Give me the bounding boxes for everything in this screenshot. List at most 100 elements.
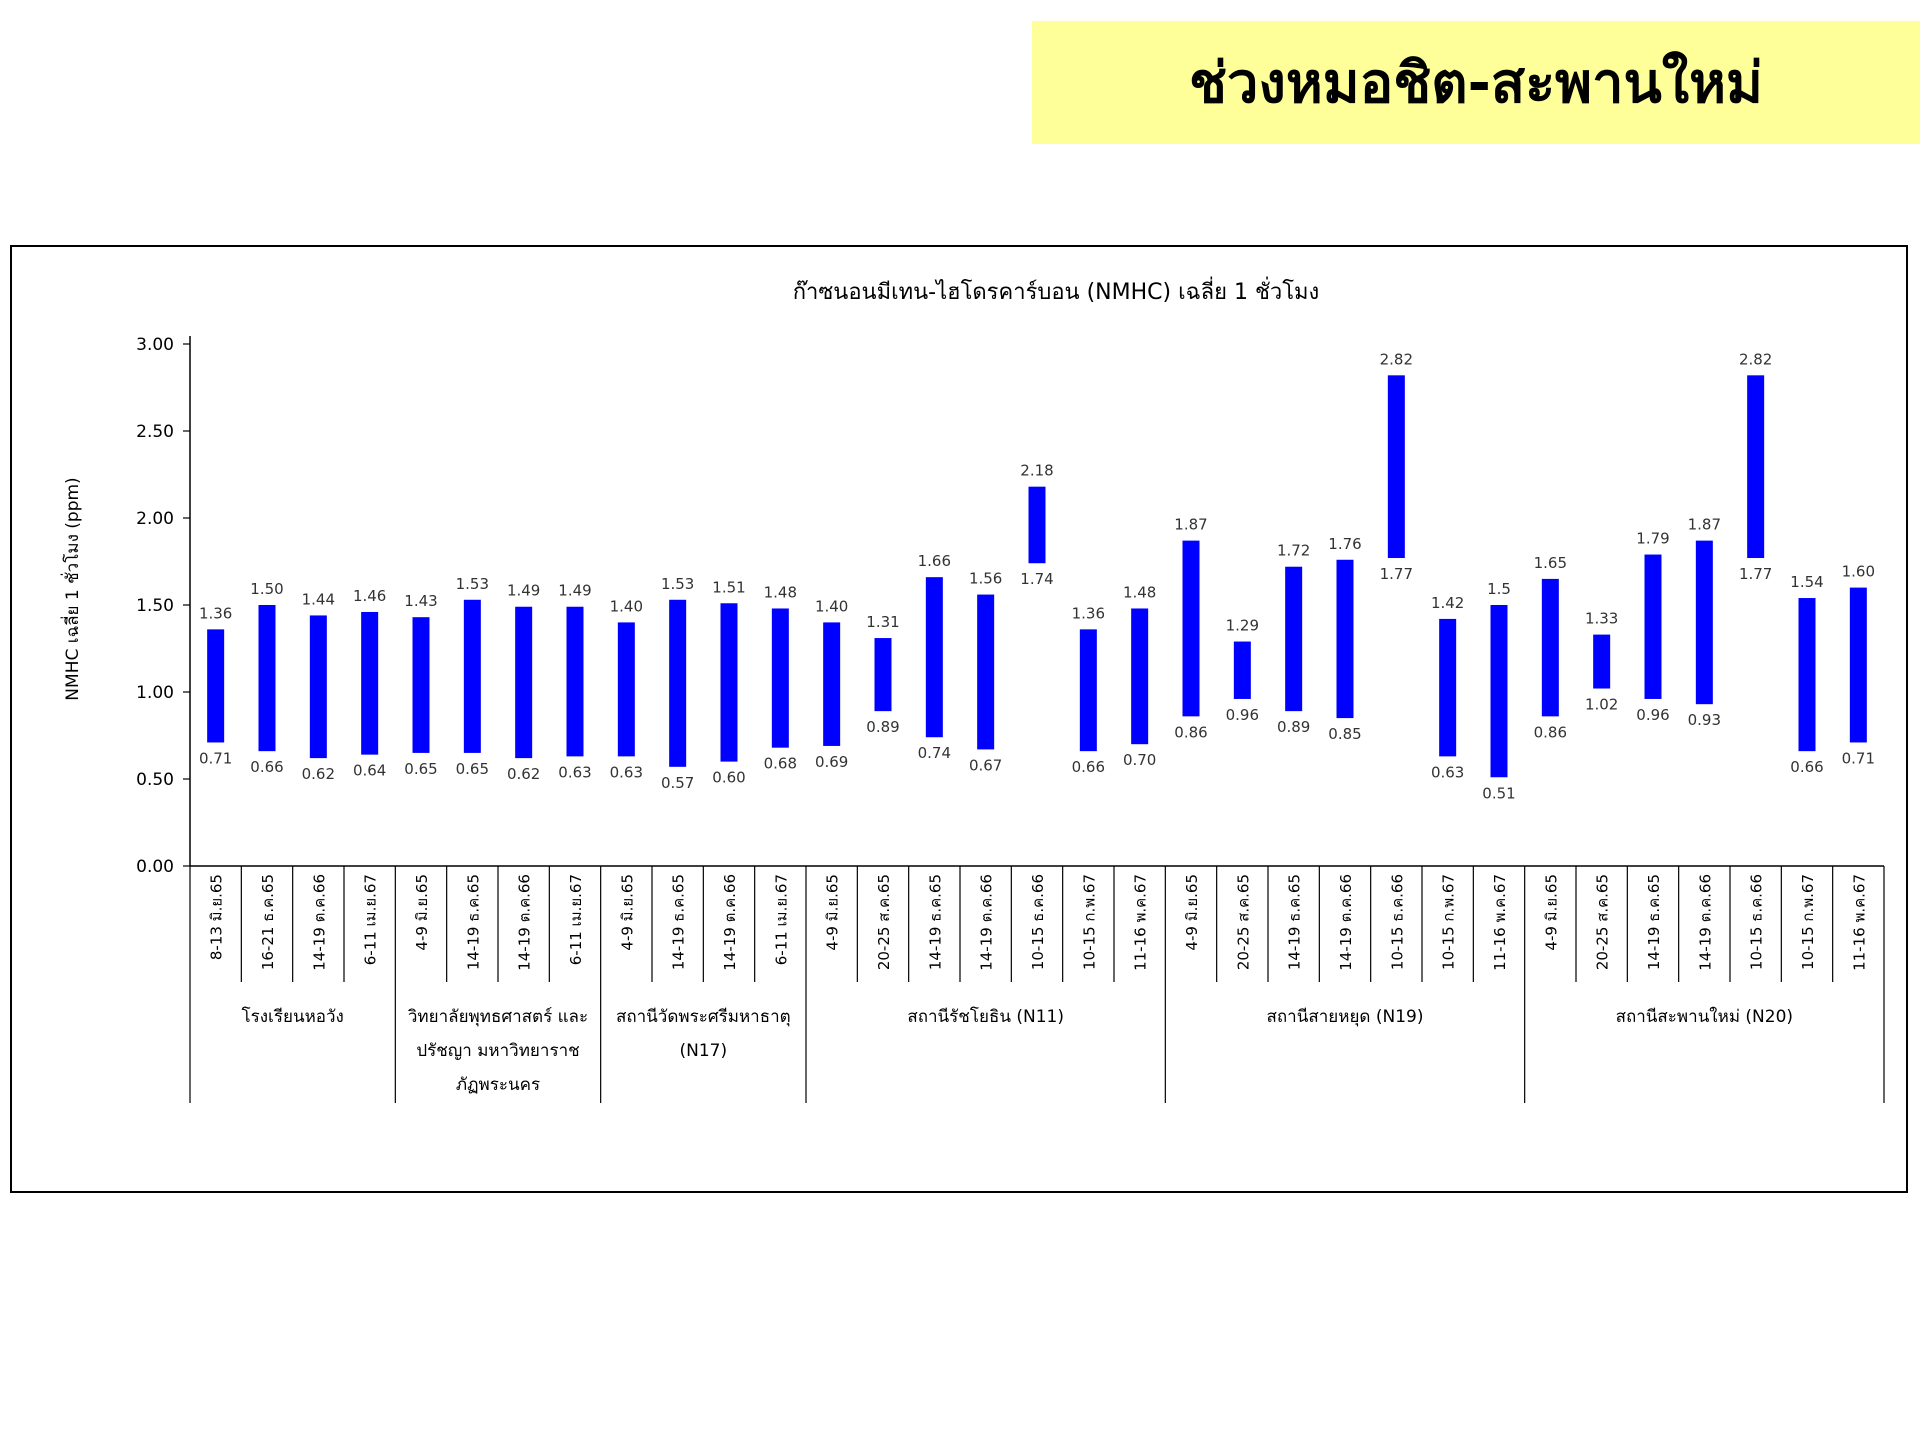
x-tick-label: 6-11 เม.ย.67 [772, 874, 790, 965]
high-value-label: 1.87 [1174, 516, 1207, 534]
range-bar [977, 594, 995, 750]
low-value-label: 0.74 [918, 744, 951, 762]
low-value-label: 0.65 [404, 760, 437, 778]
range-bar [1285, 566, 1303, 712]
range-bar [771, 608, 789, 748]
low-value-label: 0.96 [1226, 706, 1259, 724]
range-bar [207, 629, 225, 743]
range-bar [361, 611, 379, 755]
x-tick-label: 14-19 ต.ค.66 [721, 874, 739, 971]
y-tick-label: 2.50 [136, 422, 174, 442]
high-value-label: 1.53 [456, 575, 489, 593]
range-bar [1644, 554, 1662, 699]
range-bar [669, 599, 687, 767]
range-bar [925, 577, 943, 738]
range-bar [1747, 375, 1765, 559]
low-value-label: 0.68 [764, 755, 797, 773]
chart-frame: ก๊าซนอนมีเทน-ไฮโดรคาร์บอน (NMHC) เฉลี่ย … [10, 245, 1908, 1193]
low-value-label: 0.89 [866, 718, 899, 736]
x-tick-label: 11-16 พ.ค.67 [1850, 874, 1868, 971]
x-tick-label: 20-25 ส.ค.65 [1594, 874, 1612, 970]
range-bar [720, 603, 738, 762]
x-tick-label: 14-19 ธ.ค.65 [670, 874, 688, 970]
high-value-label: 1.50 [250, 580, 283, 598]
range-bar [1336, 559, 1354, 719]
x-tick-label: 14-19 ธ.ค.65 [1286, 874, 1304, 970]
low-value-label: 0.62 [507, 765, 540, 783]
y-axis-label: NMHC เฉลี่ย 1 ชั่วโมง (ppm) [60, 477, 83, 700]
range-bar [1182, 540, 1200, 717]
high-value-label: 1.49 [507, 582, 540, 600]
high-value-label: 1.42 [1431, 594, 1464, 612]
high-value-label: 1.5 [1487, 580, 1511, 598]
group-label: สถานีวัดพระศรีมหาธาตุ [616, 1007, 791, 1027]
low-value-label: 1.77 [1380, 565, 1413, 583]
x-tick-label: 14-19 ต.ค.66 [978, 874, 996, 971]
low-value-label: 0.63 [610, 763, 643, 781]
high-value-label: 1.43 [404, 592, 437, 610]
high-value-label: 1.60 [1842, 563, 1875, 581]
high-value-label: 1.65 [1534, 554, 1567, 572]
group-label: สถานีสะพานใหม่ (N20) [1616, 1006, 1793, 1027]
low-value-label: 0.71 [199, 749, 232, 767]
high-value-label: 1.56 [969, 570, 1002, 588]
low-value-label: 0.70 [1123, 751, 1156, 769]
range-bar [1028, 486, 1046, 564]
x-tick-label: 10-15 ก.พ.67 [1799, 874, 1817, 970]
x-tick-label: 4-9 มิ.ย.65 [824, 874, 842, 951]
group-label: สถานีสายหยุด (N19) [1267, 1007, 1424, 1027]
low-value-label: 0.60 [712, 769, 745, 787]
low-value-label: 0.57 [661, 774, 694, 792]
high-value-label: 1.36 [199, 604, 232, 622]
x-tick-label: 8-13 มิ.ย.65 [208, 874, 226, 960]
chart-title: ก๊าซนอนมีเทน-ไฮโดรคาร์บอน (NMHC) เฉลี่ย … [793, 276, 1320, 305]
x-tick-label: 10-15 ธ.ค.66 [1388, 874, 1406, 970]
x-tick-label: 4-9 มิ.ย.65 [1542, 874, 1560, 951]
x-tick-label: 10-15 ก.พ.67 [1080, 874, 1098, 970]
x-tick-label: 10-15 ธ.ค.66 [1029, 874, 1047, 970]
range-bar [1798, 598, 1816, 752]
high-value-label: 1.48 [1123, 583, 1156, 601]
x-tick-label: 20-25 ส.ค.65 [1234, 874, 1252, 970]
high-value-label: 2.82 [1380, 350, 1413, 368]
x-tick-label: 11-16 พ.ค.67 [1491, 874, 1509, 971]
y-tick-label: 2.00 [136, 509, 174, 529]
x-tick-label: 14-19 ต.ค.66 [516, 874, 534, 971]
high-value-label: 1.53 [661, 575, 694, 593]
low-value-label: 0.66 [250, 758, 283, 776]
range-bar [1849, 587, 1867, 743]
range-bar [1131, 608, 1149, 745]
low-value-label: 0.66 [1072, 758, 1105, 776]
high-value-label: 1.49 [558, 582, 591, 600]
range-bar [1439, 618, 1457, 757]
low-value-label: 0.69 [815, 753, 848, 771]
range-bar [1490, 605, 1508, 778]
y-tick-label: 3.00 [136, 335, 174, 355]
high-value-label: 1.51 [712, 578, 745, 596]
nmhc-range-chart: ก๊าซนอนมีเทน-ไฮโดรคาร์บอน (NMHC) เฉลี่ย … [60, 276, 1885, 1103]
low-value-label: 1.74 [1020, 570, 1053, 588]
group-label: ภัฏพระนคร [456, 1075, 540, 1095]
high-value-label: 1.40 [610, 597, 643, 615]
group-label: ปรัชญา มหาวิทยาราช [416, 1041, 579, 1061]
x-tick-label: 14-19 ธ.ค.65 [926, 874, 944, 970]
range-bar [1695, 540, 1713, 705]
range-bar [515, 606, 533, 759]
high-value-label: 1.44 [302, 590, 335, 608]
low-value-label: 0.64 [353, 762, 386, 780]
group-label: วิทยาลัยพุทธศาสตร์ และ [407, 1007, 588, 1027]
low-value-label: 0.86 [1534, 723, 1567, 741]
high-value-label: 2.18 [1020, 462, 1053, 480]
group-label: โรงเรียนหอวัง [241, 1006, 343, 1027]
low-value-label: 1.77 [1739, 565, 1772, 583]
high-value-label: 1.40 [815, 597, 848, 615]
low-value-label: 0.85 [1328, 725, 1361, 743]
range-bar [1387, 375, 1405, 559]
x-tick-label: 20-25 ส.ค.65 [875, 874, 893, 970]
high-value-label: 2.82 [1739, 350, 1772, 368]
x-tick-label: 14-19 ต.ค.66 [310, 874, 328, 971]
range-bar [258, 605, 276, 752]
low-value-label: 0.62 [302, 765, 335, 783]
x-tick-label: 4-9 มิ.ย.65 [1183, 874, 1201, 951]
high-value-label: 1.66 [918, 552, 951, 570]
